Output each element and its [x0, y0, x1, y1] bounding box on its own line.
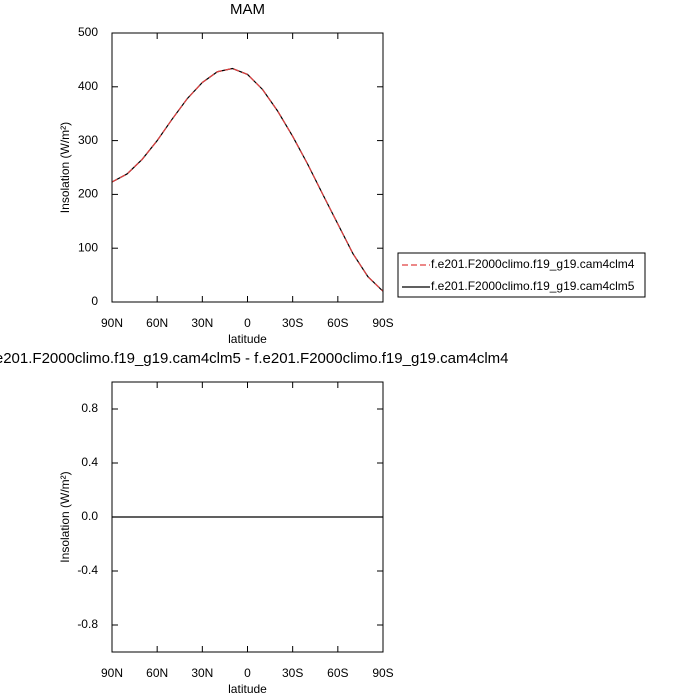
x-tick-label: 30S — [282, 666, 303, 680]
legend-label: f.e201.F2000climo.f19_g19.cam4clm5 — [431, 279, 635, 293]
y-axis-label: Insolation (W/m²) — [58, 471, 72, 562]
panel: f.e201.F2000climo.f19_g19.cam4clm5 - f.e… — [0, 350, 508, 696]
x-tick-label: 90N — [101, 666, 123, 680]
y-tick-label: 400 — [78, 79, 98, 93]
x-tick-label: 30N — [191, 316, 213, 330]
y-tick-label: 0.8 — [81, 401, 98, 415]
y-tick-label: -0.4 — [77, 563, 98, 577]
x-tick-label: 90S — [372, 316, 393, 330]
y-tick-label: 0 — [91, 294, 98, 308]
chart-title: MAM — [230, 1, 265, 18]
legend-label: f.e201.F2000climo.f19_g19.cam4clm4 — [431, 257, 635, 271]
x-tick-label: 90S — [372, 666, 393, 680]
x-tick-label: 30N — [191, 666, 213, 680]
chart-title: f.e201.F2000climo.f19_g19.cam4clm5 - f.e… — [0, 350, 508, 367]
legend-frame — [397, 252, 646, 298]
x-tick-label: 60S — [327, 316, 348, 330]
y-tick-label: -0.8 — [77, 617, 98, 631]
y-tick-label: 0.4 — [81, 455, 98, 469]
x-tick-label: 90N — [101, 316, 123, 330]
line-series — [111, 67, 384, 292]
x-tick-label: 0 — [244, 316, 251, 330]
y-tick-label: 200 — [78, 187, 98, 201]
y-tick-label: 0.0 — [81, 509, 98, 523]
x-tick-label: 60N — [146, 316, 168, 330]
legend: f.e201.F2000climo.f19_g19.cam4clm4 f.e201… — [397, 252, 646, 298]
x-tick-label: 60N — [146, 666, 168, 680]
y-axis-label: Insolation (W/m²) — [58, 122, 72, 213]
x-tick-label: 60S — [327, 666, 348, 680]
panel: MAM 90N 60N 30N 0 30S 60S 90S 0 100 200 300 400 500 la… — [58, 1, 646, 346]
line-series — [111, 67, 384, 292]
plot-frame — [111, 32, 384, 303]
y-tick-label: 500 — [78, 25, 98, 39]
y-tick-label: 300 — [78, 133, 98, 147]
x-axis-label: latitude — [228, 332, 267, 346]
x-tick-label: 0 — [244, 666, 251, 680]
y-tick-label: 100 — [78, 240, 98, 254]
x-axis-label: latitude — [228, 682, 267, 696]
x-tick-label: 30S — [282, 316, 303, 330]
